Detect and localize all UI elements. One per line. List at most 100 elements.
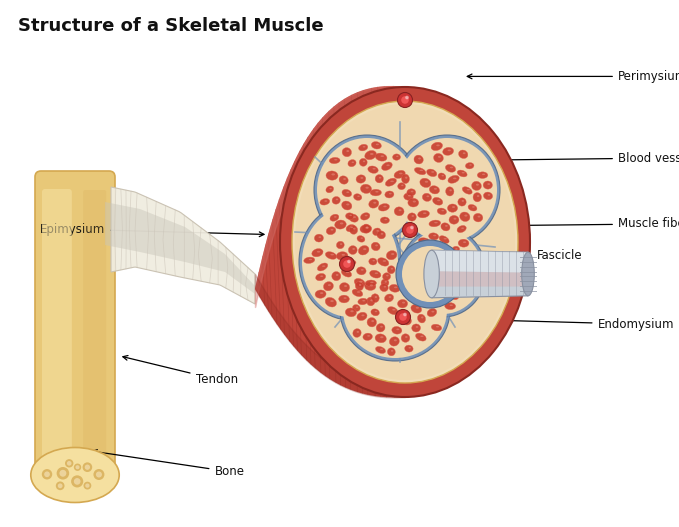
Ellipse shape [411, 305, 422, 313]
Ellipse shape [365, 151, 376, 160]
Ellipse shape [454, 295, 457, 296]
Ellipse shape [427, 308, 437, 317]
Ellipse shape [408, 285, 419, 295]
Ellipse shape [326, 171, 338, 180]
Ellipse shape [438, 246, 441, 248]
Ellipse shape [349, 226, 358, 234]
Ellipse shape [369, 199, 379, 208]
Ellipse shape [342, 254, 345, 256]
Text: Bone: Bone [92, 450, 244, 478]
Circle shape [340, 257, 354, 271]
Circle shape [94, 469, 105, 480]
Text: Endomysium: Endomysium [449, 317, 674, 330]
Ellipse shape [361, 269, 364, 271]
Ellipse shape [353, 216, 356, 218]
Ellipse shape [299, 204, 401, 320]
Ellipse shape [388, 307, 398, 315]
Ellipse shape [458, 150, 468, 159]
Ellipse shape [424, 250, 439, 298]
Ellipse shape [441, 290, 444, 292]
Ellipse shape [462, 200, 464, 202]
Ellipse shape [369, 258, 377, 265]
Ellipse shape [452, 246, 460, 253]
Ellipse shape [334, 159, 337, 160]
Ellipse shape [488, 194, 490, 196]
Ellipse shape [431, 171, 435, 173]
Ellipse shape [356, 331, 359, 333]
Ellipse shape [320, 199, 330, 205]
Ellipse shape [460, 212, 470, 221]
Ellipse shape [422, 193, 432, 201]
Ellipse shape [435, 300, 438, 302]
Ellipse shape [435, 296, 439, 298]
Ellipse shape [405, 177, 407, 179]
Ellipse shape [357, 313, 367, 320]
Ellipse shape [339, 295, 350, 303]
Ellipse shape [367, 335, 370, 337]
Ellipse shape [340, 282, 350, 292]
FancyBboxPatch shape [84, 190, 106, 474]
Ellipse shape [359, 284, 361, 286]
Ellipse shape [375, 153, 387, 161]
Ellipse shape [340, 222, 344, 225]
Ellipse shape [375, 245, 378, 246]
Ellipse shape [449, 216, 459, 224]
Ellipse shape [371, 309, 380, 316]
Ellipse shape [422, 299, 432, 308]
Ellipse shape [335, 199, 338, 200]
Ellipse shape [350, 214, 352, 216]
Ellipse shape [456, 279, 464, 287]
Ellipse shape [363, 224, 370, 233]
Ellipse shape [344, 297, 347, 299]
Ellipse shape [475, 264, 478, 266]
Circle shape [403, 313, 407, 316]
Ellipse shape [329, 158, 340, 163]
Ellipse shape [317, 251, 320, 252]
Ellipse shape [443, 272, 445, 274]
Ellipse shape [367, 297, 375, 306]
Ellipse shape [439, 236, 449, 243]
Polygon shape [255, 86, 405, 397]
Ellipse shape [411, 324, 420, 332]
Ellipse shape [356, 267, 366, 275]
Ellipse shape [418, 210, 429, 218]
Ellipse shape [429, 220, 441, 227]
Ellipse shape [332, 197, 340, 204]
Ellipse shape [425, 283, 434, 291]
Ellipse shape [317, 263, 328, 271]
Ellipse shape [425, 181, 428, 183]
Ellipse shape [350, 310, 354, 312]
Ellipse shape [403, 317, 411, 325]
Ellipse shape [391, 350, 393, 352]
Ellipse shape [433, 235, 436, 236]
Ellipse shape [424, 239, 427, 241]
Ellipse shape [426, 301, 429, 303]
Ellipse shape [445, 302, 456, 309]
Ellipse shape [400, 227, 486, 317]
Ellipse shape [379, 177, 382, 179]
Ellipse shape [323, 281, 333, 291]
Ellipse shape [454, 218, 456, 220]
Ellipse shape [477, 195, 479, 197]
Ellipse shape [361, 177, 363, 179]
Ellipse shape [472, 280, 475, 281]
Ellipse shape [434, 188, 437, 190]
Ellipse shape [381, 233, 384, 235]
Ellipse shape [346, 191, 349, 193]
Ellipse shape [449, 267, 458, 274]
Ellipse shape [433, 259, 441, 268]
Ellipse shape [384, 286, 386, 288]
Ellipse shape [292, 101, 518, 383]
Ellipse shape [461, 228, 464, 229]
Ellipse shape [384, 281, 387, 282]
Ellipse shape [370, 285, 373, 286]
FancyBboxPatch shape [42, 189, 72, 475]
Ellipse shape [356, 306, 359, 308]
Ellipse shape [361, 213, 370, 220]
Ellipse shape [418, 158, 421, 160]
Ellipse shape [368, 166, 378, 173]
Ellipse shape [488, 183, 490, 185]
Ellipse shape [386, 178, 397, 186]
Ellipse shape [359, 281, 363, 282]
Ellipse shape [458, 198, 466, 206]
